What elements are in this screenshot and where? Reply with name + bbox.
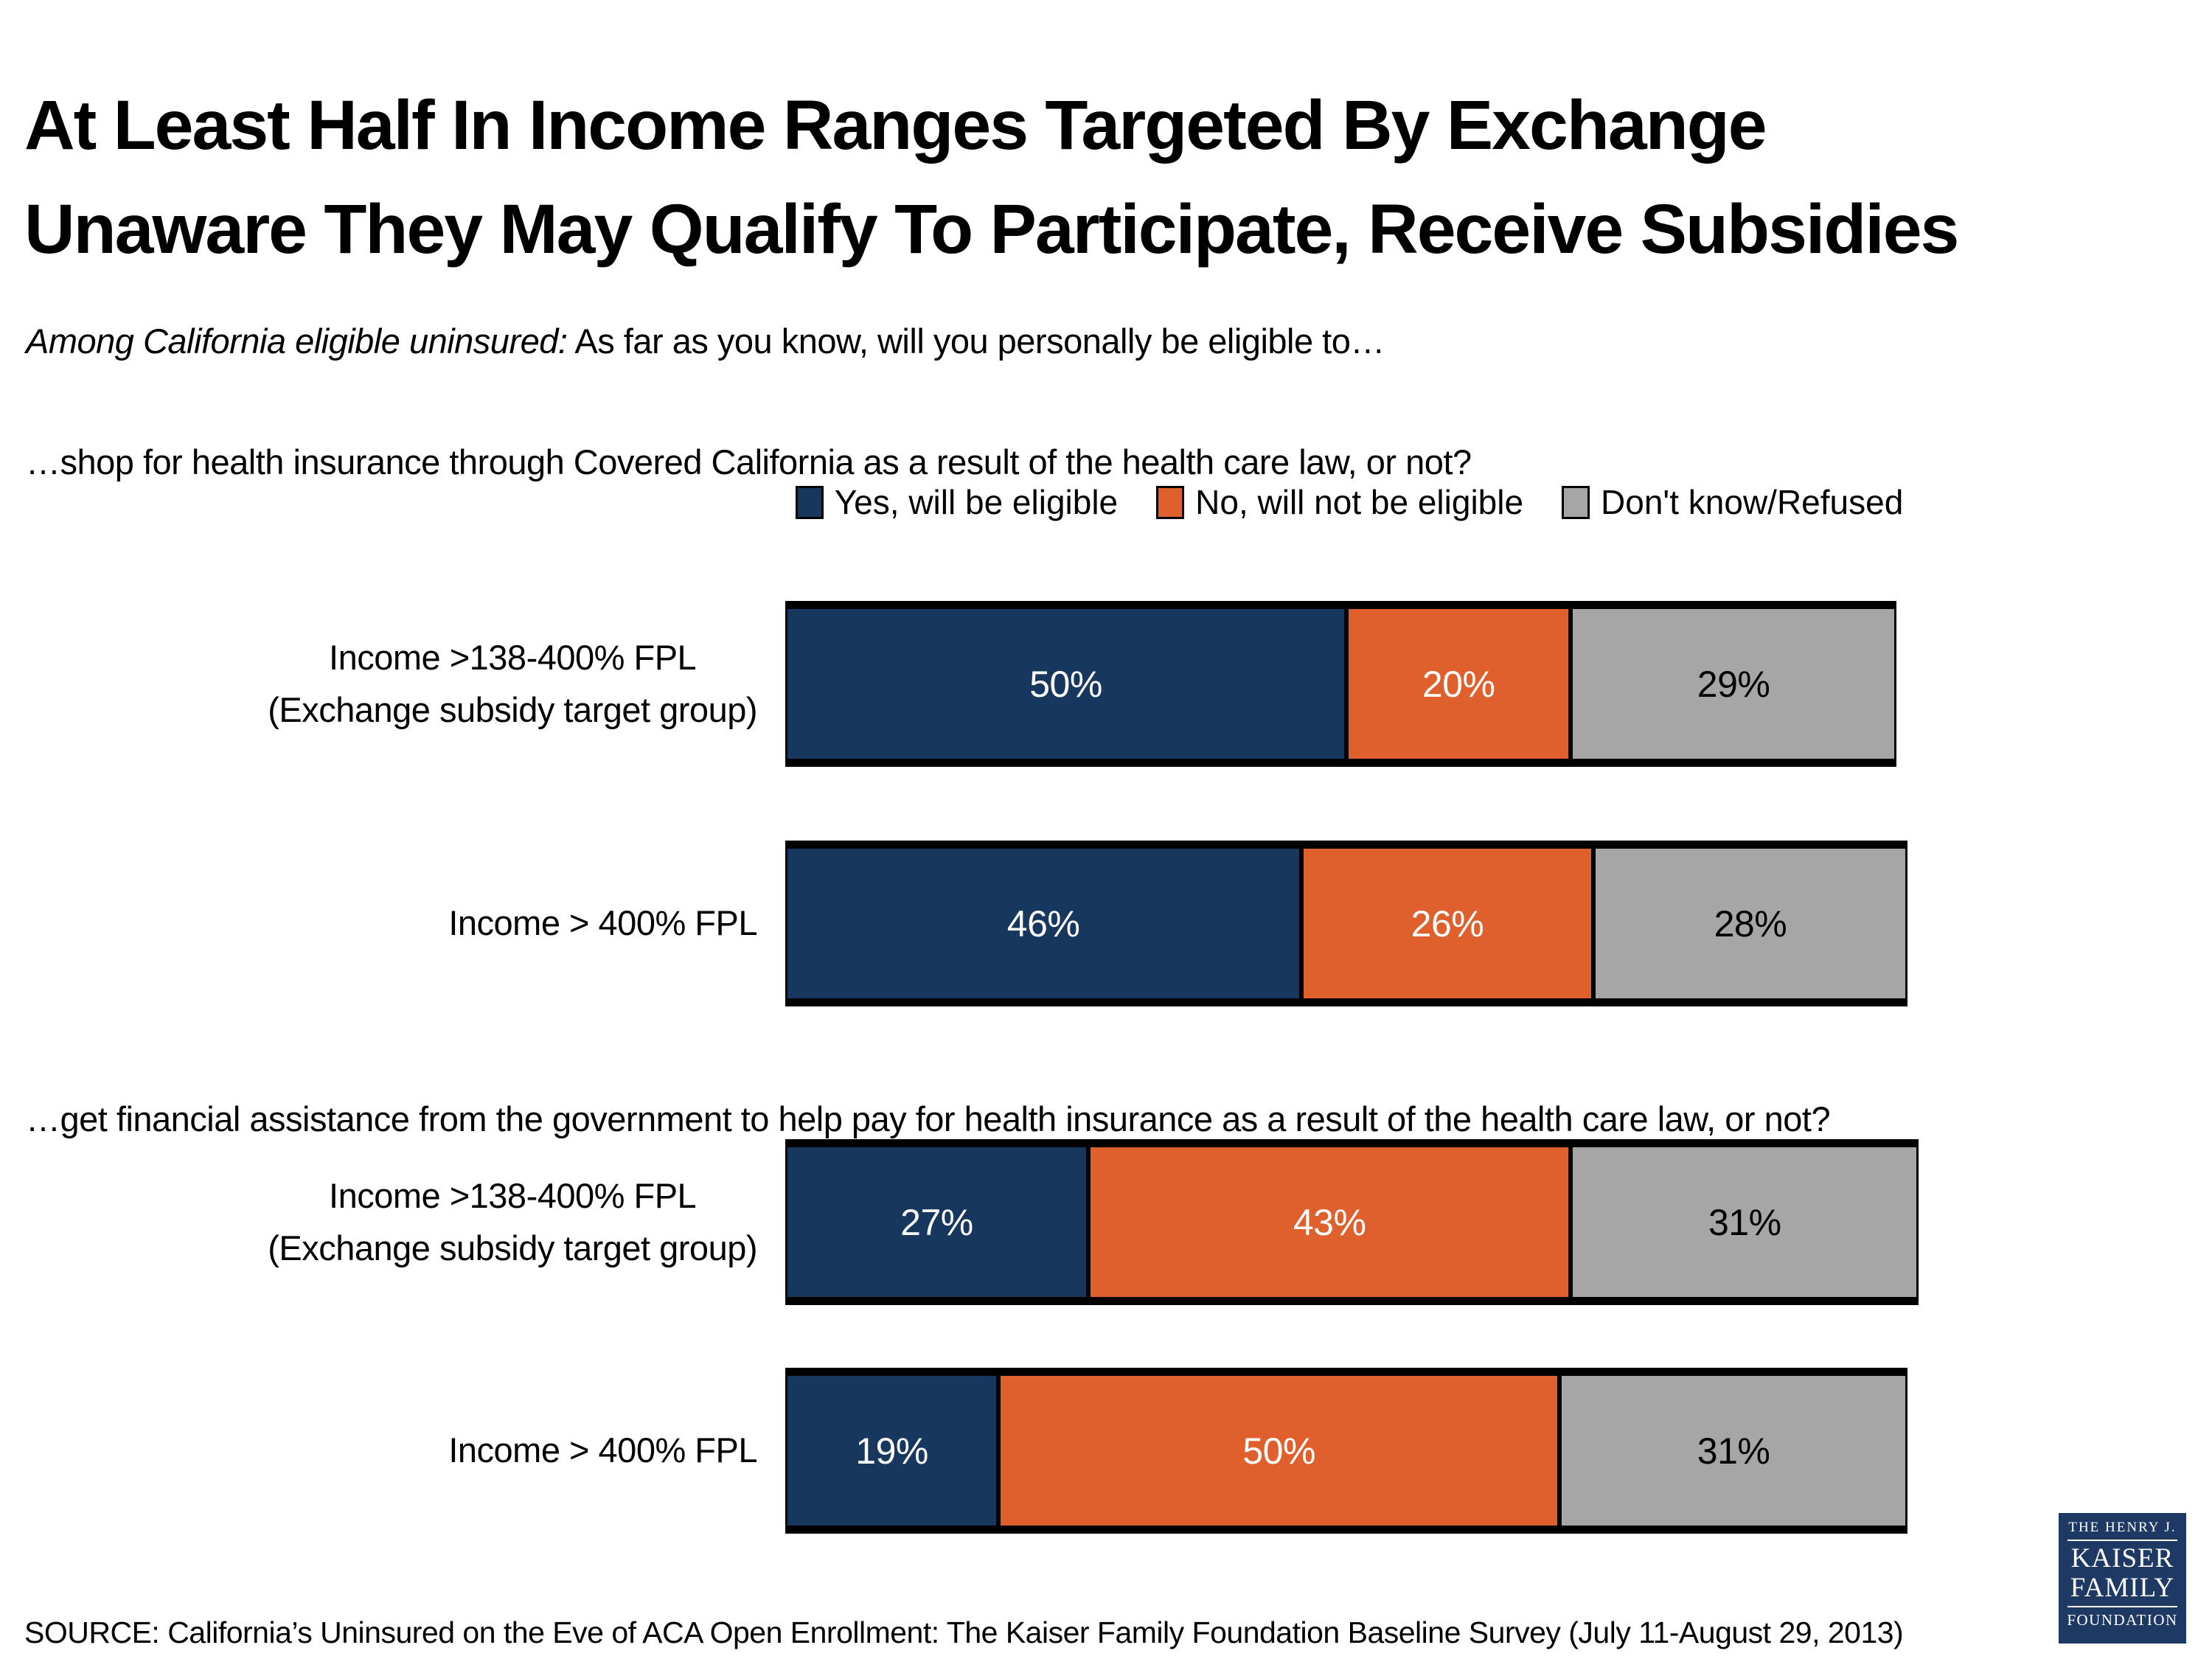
- page-title-line1: At Least Half In Income Ranges Targeted …: [24, 86, 1767, 164]
- legend-label: No, will not be eligible: [1195, 483, 1524, 521]
- legend-item-2: No, will not be eligible: [1156, 482, 1523, 522]
- legend-item-3: Don't know/Refused: [1562, 482, 1903, 522]
- bar-value-label: 50%: [1029, 663, 1102, 705]
- kff-logo-rule-top: [2067, 1539, 2177, 1541]
- legend: Yes, will be eligible No, will not be eli…: [785, 474, 1913, 530]
- bar-value-label: 28%: [1714, 902, 1787, 945]
- bar-value-label: 20%: [1422, 663, 1495, 705]
- bar-value-label: 46%: [1006, 902, 1080, 945]
- bar-row-label: Income >138-400% FPL (Exchange subsidy ta…: [268, 638, 757, 729]
- legend-label: Yes, will be eligible: [834, 483, 1119, 521]
- legend-swatch-icon: [795, 485, 824, 519]
- bar-row-label: Income > 400% FPL: [448, 1430, 757, 1470]
- legend-swatch-icon: [1562, 485, 1590, 519]
- stacked-bar: 46% 26% 28%: [785, 841, 1907, 1006]
- legend-label: Don't know/Refused: [1601, 483, 1904, 521]
- kff-logo-rule-bottom: [2067, 1605, 2177, 1607]
- bar-row: Income > 400% FPL 19% 50% 31%: [0, 1368, 1919, 1534]
- page-title: At Least Half In Income Ranges Targeted …: [24, 74, 2207, 282]
- bar-segment-1: 46%: [785, 846, 1302, 1001]
- bar-segment-2: 26%: [1301, 846, 1593, 1001]
- bar-segment-3: 31%: [1559, 1374, 1907, 1528]
- bar-segment-2: 50%: [998, 1374, 1560, 1528]
- chart-q2: Income >138-400% FPL (Exchange subsidy ta…: [0, 1139, 1919, 1534]
- bar-value-label: 50%: [1242, 1430, 1315, 1472]
- bar-value-label: 29%: [1697, 663, 1770, 705]
- bar-row: Income > 400% FPL 46% 26% 28%: [0, 841, 1907, 1006]
- bar-value-label: 19%: [855, 1430, 928, 1472]
- page-title-line2: Unaware They May Qualify To Participate,…: [24, 190, 1959, 269]
- bar-segment-1: 50%: [785, 607, 1346, 761]
- bar-row-label: Income >138-400% FPL (Exchange subsidy ta…: [268, 1176, 757, 1267]
- source-note: SOURCE: California’s Uninsured on the Ev…: [24, 1615, 1904, 1649]
- bar-row-label: Income > 400% FPL: [448, 903, 757, 943]
- bar-segment-3: 31%: [1571, 1145, 1919, 1299]
- legend-item-1: Yes, will be eligible: [795, 482, 1119, 522]
- stacked-bar: 50% 20% 29%: [785, 601, 1896, 767]
- legend-swatch-icon: [1156, 485, 1185, 519]
- subtitle-italic-part: Among California eligible uninsured:: [26, 321, 568, 361]
- question-1: …shop for health insurance through Cover…: [26, 442, 1472, 481]
- stacked-bar: 27% 43% 31%: [785, 1139, 1919, 1305]
- bar-segment-2: 20%: [1346, 607, 1571, 761]
- bar-value-label: 31%: [1708, 1201, 1781, 1243]
- bar-segment-1: 19%: [785, 1374, 999, 1528]
- bar-value-label: 26%: [1411, 902, 1484, 945]
- bar-value-label: 27%: [900, 1201, 973, 1243]
- bar-value-label: 31%: [1697, 1430, 1770, 1472]
- kff-logo: THE HENRY J. KAISER FAMILY FOUNDATION: [2059, 1513, 2186, 1644]
- bar-segment-1: 27%: [785, 1145, 1088, 1299]
- bar-row: Income >138-400% FPL (Exchange subsidy ta…: [0, 601, 1907, 767]
- bar-segment-2: 43%: [1088, 1145, 1571, 1299]
- kff-logo-foundation-line: FOUNDATION: [2067, 1610, 2178, 1629]
- bar-segment-3: 29%: [1571, 607, 1896, 761]
- bar-segment-3: 28%: [1593, 846, 1907, 1001]
- bar-value-label: 43%: [1293, 1201, 1366, 1243]
- kff-logo-henry-line: THE HENRY J.: [2068, 1520, 2177, 1535]
- subtitle: Among California eligible uninsured: As …: [26, 321, 1385, 361]
- subtitle-regular-part: As far as you know, will you personally …: [567, 321, 1385, 361]
- bar-row: Income >138-400% FPL (Exchange subsidy ta…: [0, 1139, 1919, 1305]
- question-2: …get financial assistance from the gover…: [26, 1099, 1831, 1138]
- kff-logo-kaiser-line: KAISER: [2070, 1543, 2174, 1573]
- stacked-bar: 19% 50% 31%: [785, 1368, 1907, 1534]
- kff-logo-family-line: FAMILY: [2070, 1572, 2175, 1603]
- chart-q1: Income >138-400% FPL (Exchange subsidy ta…: [0, 601, 1907, 1006]
